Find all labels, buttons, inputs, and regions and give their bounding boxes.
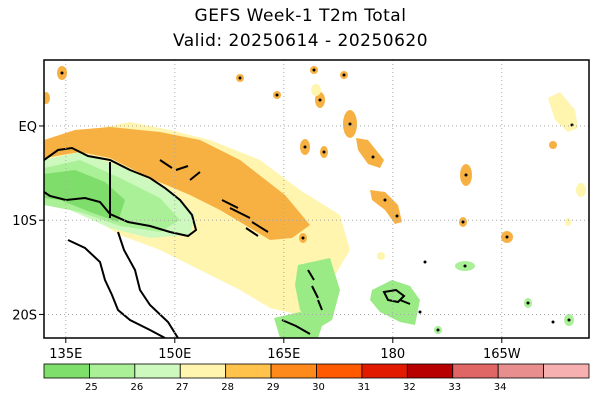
colorbar-swatch [497, 363, 544, 379]
lat-label: 20S [12, 308, 37, 323]
vanuatu-islands [307, 269, 323, 311]
valid-date-subtitle: Valid: 20250614 - 20250620 [172, 31, 429, 51]
colorbar-swatch [43, 363, 90, 379]
lon-label: 165E [267, 347, 300, 362]
colorbar-swatch [452, 363, 499, 379]
colorbar-label: 30 [312, 382, 325, 393]
longitude-labels: 135E 150E 165E 180 165W [49, 338, 521, 362]
map-frame [43, 59, 590, 339]
colorbar-swatch [406, 363, 454, 379]
latitude-labels: EQ 10S 20S [12, 120, 44, 323]
colorbar-label: 26 [130, 382, 143, 393]
lat-label: 10S [12, 214, 37, 229]
colorbar-swatch [361, 363, 408, 379]
colorbar-label: 27 [176, 382, 189, 393]
colorbar-swatch [270, 363, 317, 379]
lon-label: 165W [483, 347, 521, 362]
australia-coast [67, 231, 179, 338]
colorbar-swatch [179, 363, 227, 379]
temp-band-29 [44, 127, 310, 240]
colorbar-swatch [543, 363, 590, 379]
colorbar-label: 25 [85, 382, 98, 393]
colorbar-swatch [316, 363, 363, 379]
map-fields [44, 66, 586, 338]
grid-lines [44, 60, 589, 338]
lon-label: 135E [49, 347, 82, 362]
green-patch-newcaledonia [274, 312, 322, 338]
green-patch-fiji [370, 280, 420, 325]
colorbar-label: 29 [267, 382, 280, 393]
colorbar-swatch [225, 363, 272, 379]
solomon-islands [221, 199, 269, 237]
colorbar-label: 33 [448, 382, 461, 393]
colorbar-label: 34 [494, 382, 507, 393]
coastlines [44, 146, 411, 338]
colorbar-swatch [89, 363, 136, 379]
map-title: GEFS Week-1 T2m Total [194, 6, 407, 26]
lon-label: 150E [158, 347, 191, 362]
bismarck-islands [159, 159, 201, 181]
new-guinea-coast [44, 146, 198, 238]
colorbar-label: 28 [221, 382, 234, 393]
colorbar-label: 32 [403, 382, 416, 393]
lon-label: 180 [380, 347, 405, 362]
colorbar-swatch [134, 363, 181, 379]
colorbar: 25 26 27 28 29 30 31 32 33 34 [43, 363, 590, 393]
fiji-islands [382, 288, 411, 305]
colorbar-label: 31 [358, 382, 371, 393]
lat-label: EQ [19, 120, 37, 135]
yellow-blobs [311, 84, 586, 260]
new-caledonia [281, 319, 311, 335]
